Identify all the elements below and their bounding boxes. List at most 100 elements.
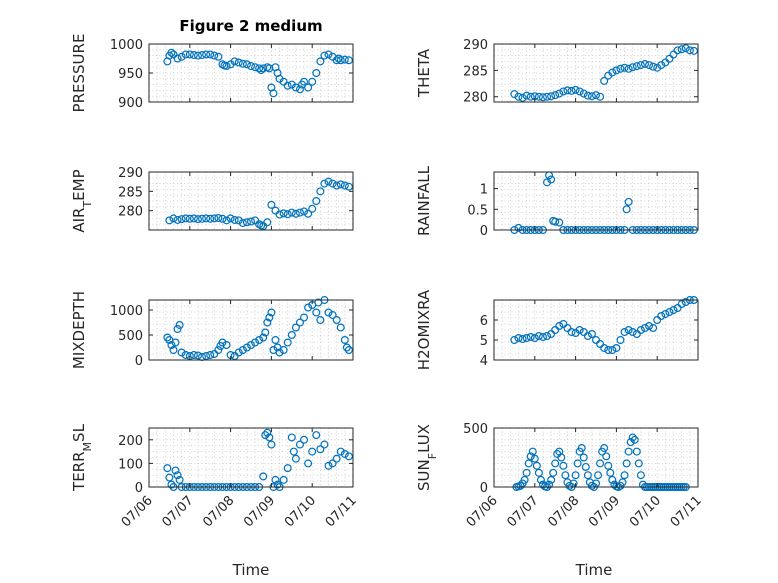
data-point xyxy=(608,68,617,77)
data-point xyxy=(295,208,304,217)
data-point xyxy=(312,68,321,77)
data-point xyxy=(332,316,341,325)
data-point xyxy=(547,330,556,339)
x-tick-label: 07/06 xyxy=(119,493,156,530)
data-point xyxy=(251,338,260,347)
data-point xyxy=(673,46,682,55)
data-point xyxy=(526,333,535,342)
data-point xyxy=(645,322,654,331)
data-point xyxy=(594,471,603,480)
data-point xyxy=(522,468,531,477)
x-axis-label-right: Time xyxy=(575,561,613,579)
data-point xyxy=(579,89,588,98)
data-point xyxy=(267,200,276,209)
data-point xyxy=(173,325,182,334)
data-point xyxy=(165,473,174,482)
data-point xyxy=(332,181,341,190)
data-point xyxy=(344,452,353,461)
data-point xyxy=(538,93,547,102)
x-tick-label: 07/11 xyxy=(668,493,705,530)
data-point xyxy=(167,341,176,350)
data-point xyxy=(514,334,523,343)
data-point xyxy=(263,318,272,327)
y-axis-label: RAINFALL xyxy=(415,165,433,236)
x-tick-label: 07/06 xyxy=(464,493,501,530)
data-point xyxy=(238,346,247,355)
data-point xyxy=(628,433,637,442)
grid-lines xyxy=(149,172,353,230)
data-point xyxy=(555,89,564,98)
subplot-7: 0 100 200 07/06 07/07 07/08 07/09 07/10 07/11 TER… xyxy=(70,423,360,530)
subplot-3: 280 285 290 AIRTEMP xyxy=(70,166,354,233)
data-point xyxy=(524,459,533,468)
data-point xyxy=(622,205,631,214)
data-point xyxy=(193,351,202,360)
data-point xyxy=(214,52,223,61)
data-point xyxy=(275,210,284,219)
data-point xyxy=(193,215,202,224)
x-tick-label: 07/10 xyxy=(282,493,319,530)
data-point xyxy=(522,91,531,100)
data-point xyxy=(336,180,345,189)
data-point xyxy=(600,344,609,353)
data-point xyxy=(608,346,617,355)
data-point xyxy=(653,316,662,325)
data-point xyxy=(304,209,313,218)
figure-title: Figure 2 medium xyxy=(179,17,322,35)
data-point xyxy=(171,466,180,475)
subplot-4: 0 0.5 1 RAINFALL xyxy=(415,165,699,239)
data-point xyxy=(510,90,519,99)
data-point xyxy=(510,336,519,345)
data-point xyxy=(551,459,560,468)
data-point xyxy=(287,208,296,217)
data-point xyxy=(571,85,580,94)
data-point xyxy=(624,197,633,206)
y-axis-label: TERRMSL xyxy=(70,423,94,492)
y-tick-label: 1000 xyxy=(110,304,143,319)
data-point xyxy=(210,214,219,223)
data-point xyxy=(167,48,176,57)
data-point xyxy=(571,471,580,480)
data-point xyxy=(304,303,313,312)
data-point xyxy=(640,60,649,69)
data-point xyxy=(328,311,337,320)
data-point xyxy=(587,92,596,101)
data-point xyxy=(185,214,194,223)
data-point xyxy=(238,219,247,228)
data-point xyxy=(336,323,345,332)
data-point xyxy=(169,346,178,355)
data-point xyxy=(681,298,690,307)
data-point xyxy=(555,218,564,227)
axes-frame xyxy=(493,43,699,103)
data-point xyxy=(665,54,674,63)
data-point xyxy=(163,333,172,342)
data-point xyxy=(612,66,621,75)
data-point xyxy=(657,312,666,321)
data-point xyxy=(342,343,351,352)
series-markers xyxy=(163,48,353,98)
y-tick-label: 0 xyxy=(135,481,143,496)
data-point xyxy=(579,328,588,337)
data-point xyxy=(602,452,611,461)
data-point xyxy=(583,332,592,341)
data-point xyxy=(657,61,666,70)
data-point xyxy=(526,92,535,101)
data-point xyxy=(261,328,270,337)
data-point xyxy=(316,57,325,66)
y-tick-label: 5 xyxy=(480,334,488,349)
y-tick-label: 285 xyxy=(463,64,488,79)
data-point xyxy=(563,86,572,95)
data-point xyxy=(283,338,292,347)
y-tick-label: 285 xyxy=(118,185,143,200)
data-point xyxy=(604,461,613,470)
data-point xyxy=(308,447,317,456)
data-point xyxy=(559,461,568,470)
data-point xyxy=(263,218,272,227)
data-point xyxy=(324,177,333,186)
data-point xyxy=(218,338,227,347)
axes-frame xyxy=(493,171,699,231)
data-point xyxy=(620,63,629,72)
data-point xyxy=(661,310,670,319)
data-point xyxy=(534,92,543,101)
y-tick-label: 0 xyxy=(135,354,143,369)
